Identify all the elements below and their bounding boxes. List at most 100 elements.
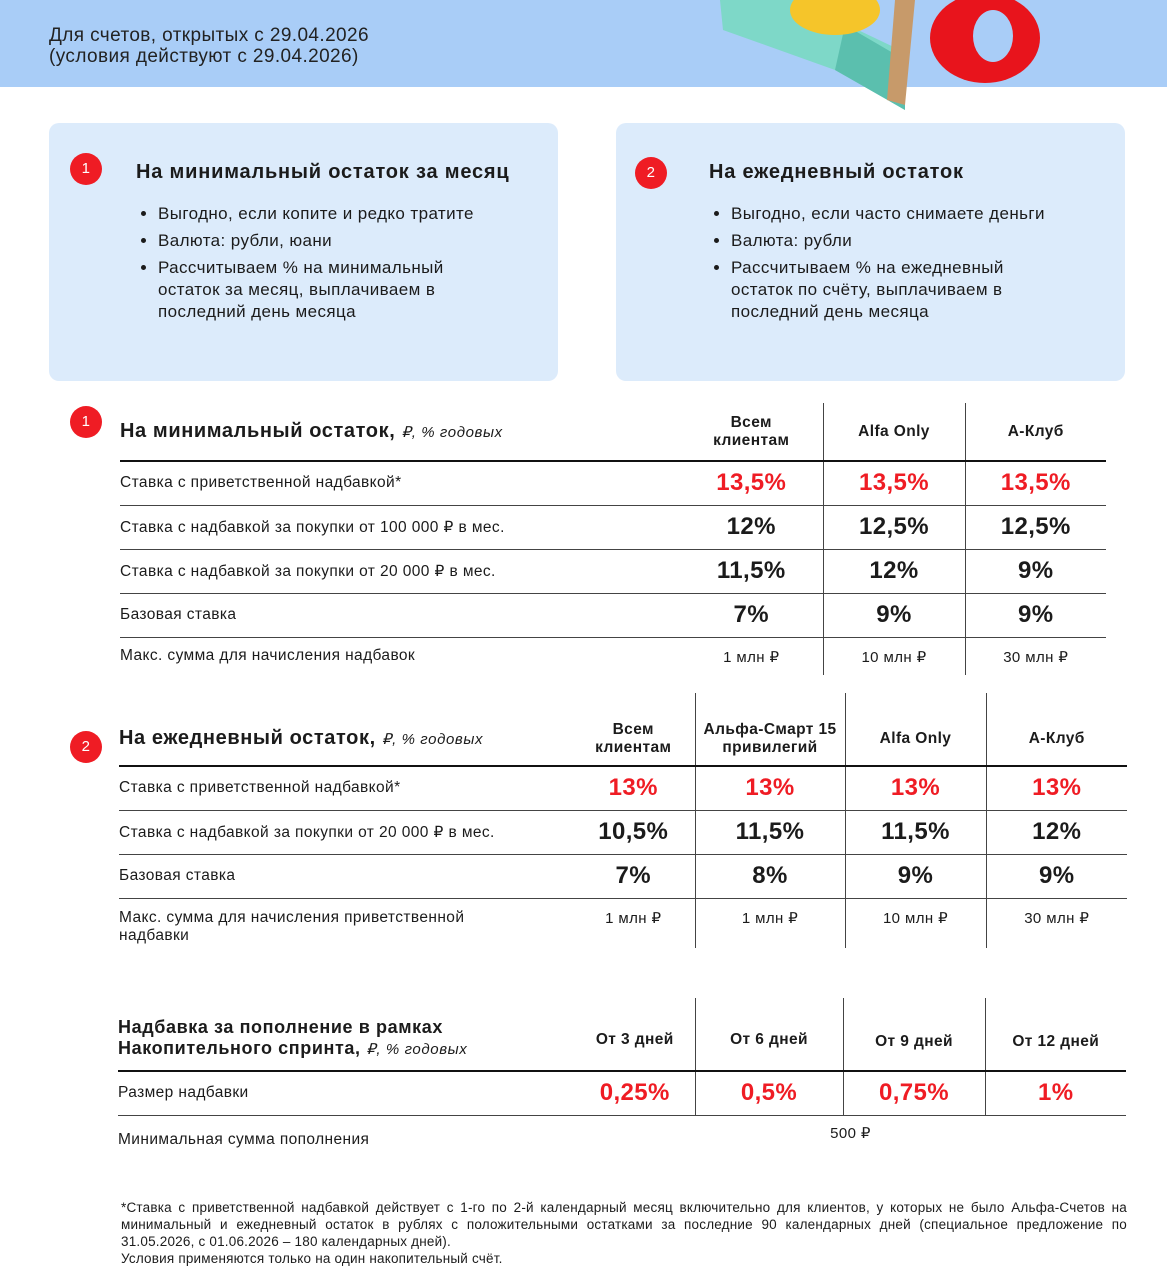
cell: 13% <box>694 766 845 810</box>
row-label: Базовая ставка <box>119 867 236 884</box>
bullet: Выгодно, если копите и редко тратите <box>158 203 488 225</box>
bonus-table: Надбавка за пополнение в рамках Накопите… <box>118 998 1126 1159</box>
cell: 9% <box>964 593 1106 637</box>
column-header: Всем клиентам <box>595 721 672 756</box>
title: На минимальный остаток, <box>120 419 396 442</box>
cell: 11,5% <box>844 810 986 854</box>
column-header: А-Клуб <box>964 403 1106 461</box>
row-label: Ставка с приветственной надбавкой* <box>120 474 402 492</box>
footnote: *Ставка с приветственной надбавкой дейст… <box>121 1199 1127 1267</box>
deco-ring <box>790 0 880 35</box>
column-header: А-Клуб <box>985 693 1127 766</box>
cell: 1 млн ₽ <box>694 898 845 948</box>
decoration <box>720 0 1040 110</box>
column-header: Alfa Only <box>844 693 986 766</box>
bullet: Рассчитываем % на ежедневный остаток по … <box>731 257 1061 323</box>
cell: 10 млн ₽ <box>822 637 965 675</box>
badge: 1 <box>70 406 102 438</box>
card: 1 На минимальный остаток за месяц Выгодн… <box>49 123 558 381</box>
cell: 12% <box>822 549 965 593</box>
row-label: Ставка с надбавкой за покупки от 20 000 … <box>120 562 496 580</box>
cell: 13% <box>844 766 986 810</box>
column-header: От 3 дней <box>595 1031 674 1048</box>
column-header: От 9 дней <box>842 998 985 1071</box>
card-bullets: Выгодно, если часто снимаете деньги Валю… <box>709 203 1061 328</box>
units: ₽, % годовых <box>366 1040 468 1058</box>
column-header: Alfa Only <box>822 403 965 461</box>
badge: 2 <box>635 157 667 189</box>
cell: 13% <box>608 774 658 802</box>
card-title: На минимальный остаток за месяц <box>136 161 510 183</box>
cell: 0,5% <box>694 1071 843 1115</box>
row-label: Минимальная сумма пополнения <box>118 1131 370 1149</box>
cell: 12% <box>985 810 1127 854</box>
cell: 10 млн ₽ <box>844 898 986 948</box>
cell: 10,5% <box>598 818 669 845</box>
row-label: Макс. сумма для начисления надбавок <box>120 647 416 665</box>
table-title: Надбавка за пополнение в рамках Накопите… <box>118 998 575 1071</box>
cell: 1% <box>984 1071 1126 1115</box>
cell: 30 млн ₽ <box>964 637 1106 675</box>
cell: 12,5% <box>822 505 965 549</box>
badge: 2 <box>70 731 102 763</box>
badge: 1 <box>70 153 102 185</box>
cell: 13,5% <box>716 469 787 497</box>
row-label: Макс. сумма для начисления приветственно… <box>119 908 465 944</box>
footnote-note: Условия применяются только на один накоп… <box>121 1251 503 1266</box>
title: Надбавка за пополнение в рамках Накопите… <box>118 1016 443 1058</box>
footnote-text: *Ставка с приветственной надбавкой дейст… <box>121 1200 1127 1249</box>
bullet: Рассчитываем % на минимальный остаток за… <box>158 257 488 323</box>
bullet: Выгодно, если часто снимаете деньги <box>731 203 1061 225</box>
cell: 7% <box>615 862 651 889</box>
column-header: Всем клиентам <box>713 413 790 449</box>
cell: 12% <box>726 513 776 540</box>
cell: 9% <box>964 549 1106 593</box>
header-line: (условия действуют с 29.04.2026) <box>49 46 359 67</box>
card-title: На ежедневный остаток <box>709 161 964 183</box>
row-label: Базовая ставка <box>120 606 237 623</box>
units: ₽, % годовых <box>381 731 484 748</box>
header-line: Для счетов, открытых с 29.04.2026 <box>49 25 369 46</box>
card-bullets: Выгодно, если копите и редко тратите Вал… <box>136 203 488 328</box>
table-title: На ежедневный остаток, ₽, % годовых <box>119 693 572 766</box>
cell: 13% <box>985 766 1127 810</box>
header: Для счетов, открытых с 29.04.2026 (услов… <box>49 25 369 67</box>
rates-table: На минимальный остаток, ₽, % годовых Все… <box>120 403 1106 675</box>
cell: 13,5% <box>822 461 965 505</box>
bullet: Валюта: рубли, юани <box>158 230 488 252</box>
cell: 12,5% <box>964 505 1106 549</box>
column-header: От 6 дней <box>694 998 843 1071</box>
row-label: Ставка с приветственной надбавкой* <box>119 779 401 797</box>
cell: 9% <box>822 593 965 637</box>
cell: 8% <box>694 854 845 898</box>
cell: 9% <box>985 854 1127 898</box>
column-header: От 12 дней <box>984 998 1126 1071</box>
cell: 0,75% <box>842 1071 985 1115</box>
title: На ежедневный остаток, <box>119 727 376 749</box>
cell: 30 млн ₽ <box>985 898 1127 948</box>
cell: 7% <box>733 601 769 628</box>
cell: 0,25% <box>599 1079 670 1107</box>
cell: 1 млн ₽ <box>605 909 662 927</box>
deco-slash <box>887 0 915 105</box>
units: ₽, % годовых <box>401 423 503 441</box>
cell: 500 ₽ <box>830 1124 871 1142</box>
row-label: Ставка с надбавкой за покупки от 20 000 … <box>119 823 495 841</box>
table-title: На минимальный остаток, ₽, % годовых <box>120 403 680 461</box>
rates-table: На ежедневный остаток, ₽, % годовых Всем… <box>119 693 1127 948</box>
row-label: Размер надбавки <box>118 1084 249 1102</box>
cell: 9% <box>844 854 986 898</box>
deco-box-side <box>835 25 905 110</box>
cell: 11,5% <box>716 557 786 584</box>
cell: 11,5% <box>694 810 845 854</box>
cell: 13,5% <box>964 461 1106 505</box>
cell: 1 млн ₽ <box>723 648 780 666</box>
banner: Для счетов, открытых с 29.04.2026 (услов… <box>0 0 1167 110</box>
row-label: Ставка с надбавкой за покупки от 100 000… <box>120 518 505 536</box>
bullet: Валюта: рубли <box>731 230 1061 252</box>
column-header: Альфа-Смарт 15 привилегий <box>694 693 845 766</box>
card: 2 На ежедневный остаток Выгодно, если ча… <box>616 123 1125 381</box>
deco-zero-hole <box>973 10 1013 62</box>
